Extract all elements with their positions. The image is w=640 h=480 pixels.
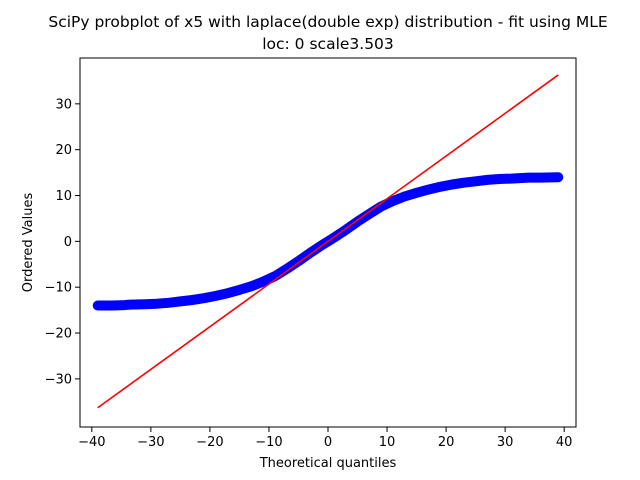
y-tick-label: −20 [45, 327, 72, 342]
y-axis-ticks: −30 −20 −10 0 10 20 30 [45, 97, 80, 387]
y-tick-label: −10 [45, 281, 72, 296]
y-tick-label: 0 [64, 235, 72, 250]
data-point [447, 180, 457, 190]
data-point [536, 173, 546, 183]
data-point [482, 175, 492, 185]
x-tick-label: 10 [379, 435, 396, 450]
data-point [506, 174, 516, 184]
data-point [524, 173, 534, 183]
data-point [423, 185, 433, 195]
data-point [494, 174, 504, 184]
data-point [234, 285, 244, 295]
data-point [211, 291, 221, 301]
y-tick-label: −30 [45, 372, 72, 387]
data-point [400, 191, 410, 201]
data-point [223, 288, 233, 298]
data-point [258, 277, 268, 287]
data-point [412, 188, 422, 198]
data-point [187, 295, 197, 305]
fit-line [97, 74, 559, 409]
y-tick-label: 30 [55, 97, 72, 112]
x-tick-label: −40 [78, 435, 105, 450]
data-point [164, 298, 174, 308]
x-tick-label: 40 [556, 435, 573, 450]
data-point [435, 182, 445, 192]
data-point [175, 296, 185, 306]
data-point [125, 300, 135, 310]
y-axis-label: Ordered Values [21, 193, 36, 293]
x-tick-label: −10 [255, 435, 282, 450]
x-tick-label: 30 [497, 435, 514, 450]
y-tick-label: 20 [55, 143, 72, 158]
plot-area [92, 74, 564, 409]
data-point [459, 178, 469, 188]
data-point [515, 173, 525, 183]
data-point [93, 301, 103, 311]
data-point [199, 293, 209, 303]
data-point [282, 264, 292, 274]
data-point [246, 281, 256, 291]
data-point [353, 217, 363, 227]
data-point [471, 176, 481, 186]
data-point [107, 301, 117, 311]
x-axis-label: Theoretical quantiles [259, 456, 397, 471]
data-point [553, 172, 563, 182]
chart-title: SciPy probplot of x5 with laplace(double… [48, 13, 607, 31]
x-tick-label: −30 [137, 435, 164, 450]
data-point [293, 256, 303, 266]
x-tick-label: 20 [438, 435, 455, 450]
data-point [152, 299, 162, 309]
x-axis-ticks: −40 −30 −20 −10 0 10 20 30 40 [78, 427, 572, 450]
data-point [364, 209, 374, 219]
x-tick-label: −20 [196, 435, 223, 450]
data-point [388, 196, 398, 206]
chart-subtitle: loc: 0 scale3.503 [262, 35, 394, 53]
y-tick-label: 10 [55, 189, 72, 204]
x-tick-label: 0 [324, 435, 332, 450]
data-point [140, 299, 150, 309]
